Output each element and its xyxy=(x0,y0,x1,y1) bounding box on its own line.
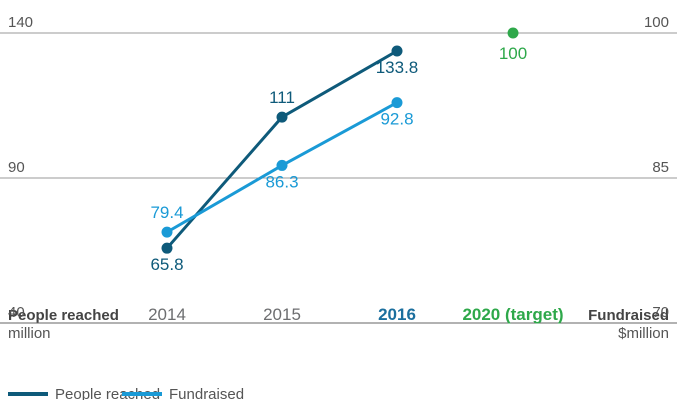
value-label: 111 xyxy=(269,88,295,107)
x-tick-label: 2014 xyxy=(148,305,186,324)
y-tick-label: 40 xyxy=(8,304,25,321)
value-label: 65.8 xyxy=(150,255,183,274)
y2-axis-label: Fundraised xyxy=(588,307,669,324)
y-tick-label: 90 xyxy=(8,159,25,176)
target-label: 100 xyxy=(499,44,527,63)
target-point xyxy=(507,27,519,39)
point xyxy=(161,242,173,254)
x-tick-label: 2020 (target) xyxy=(462,305,563,324)
legend-label: Fundraised xyxy=(169,386,244,400)
value-label: 92.8 xyxy=(380,110,413,129)
value-label: 133.8 xyxy=(376,58,419,77)
point xyxy=(276,159,288,171)
y2-tick-label: 100 xyxy=(644,14,669,31)
y-axis-label: People reached xyxy=(8,307,119,324)
y-tick-label: 140 xyxy=(8,14,33,31)
value-label: 86.3 xyxy=(265,172,298,191)
y-axis-unit: million xyxy=(8,325,51,342)
series-line xyxy=(165,49,398,250)
y2-axis-unit: $million xyxy=(618,325,669,342)
point xyxy=(276,111,288,123)
x-tick-label: 2016 xyxy=(378,305,416,324)
y2-tick-label: 70 xyxy=(652,304,669,321)
legend-label: People reached xyxy=(55,386,160,400)
value-label: 79.4 xyxy=(150,203,183,222)
x-tick-label: 2015 xyxy=(263,305,301,324)
point xyxy=(161,226,173,238)
y2-tick-label: 85 xyxy=(652,159,669,176)
point xyxy=(391,97,403,109)
point xyxy=(391,45,403,57)
